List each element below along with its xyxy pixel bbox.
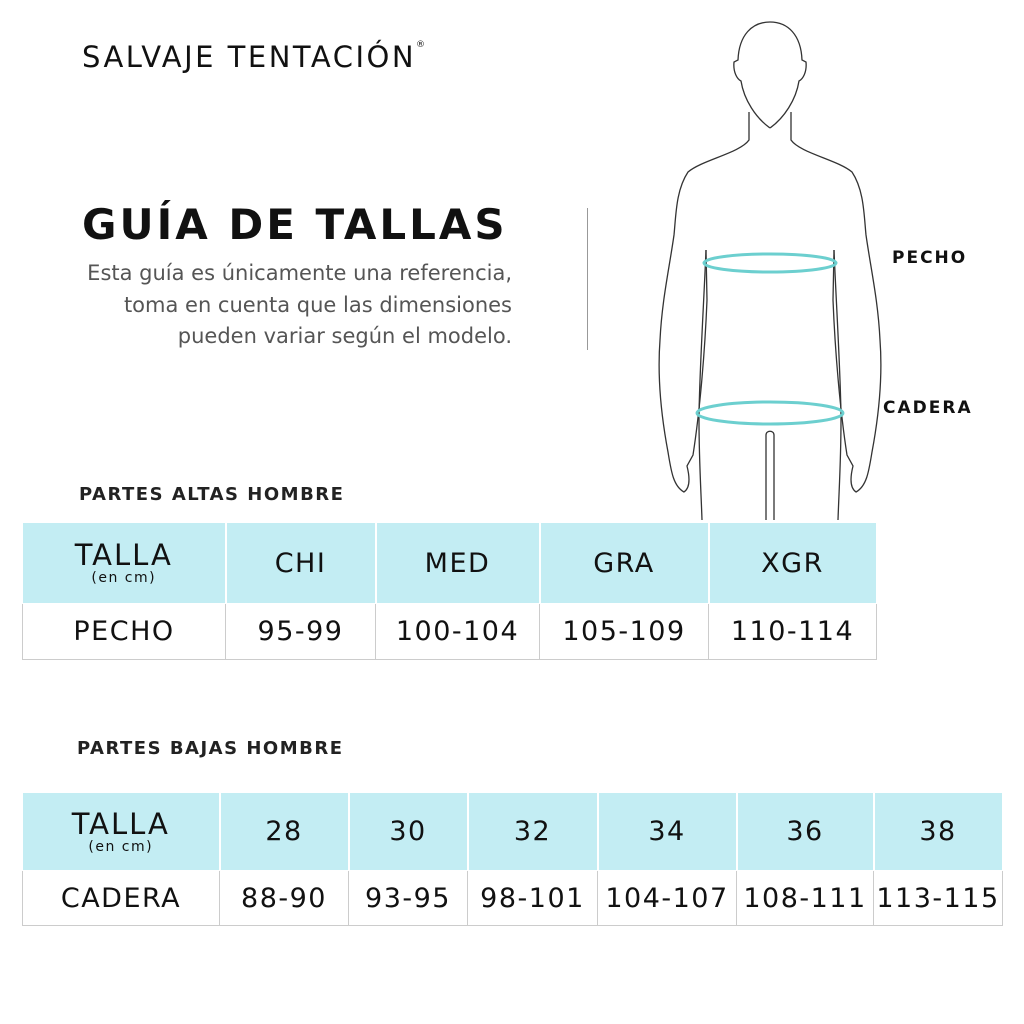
size-header: GRA xyxy=(539,522,710,604)
divider xyxy=(587,208,588,350)
size-header: CHI xyxy=(225,522,377,604)
table-row: CADERA 88-90 93-95 98-101 104-107 108-11… xyxy=(22,870,1003,926)
hip-measure-ring xyxy=(695,400,845,426)
brand-logo: SALVAJE TENTACIÓN® xyxy=(82,40,425,74)
talla-header: TALLA (en cm) xyxy=(22,792,221,871)
table-cell: 105-109 xyxy=(539,603,709,660)
table-cell: 95-99 xyxy=(225,603,376,660)
table-cell: 104-107 xyxy=(597,870,737,926)
table-header-row: TALLA (en cm) 28 30 32 34 36 38 xyxy=(22,792,1004,871)
talla-header: TALLA (en cm) xyxy=(22,522,227,604)
table-cell: 110-114 xyxy=(708,603,877,660)
table-cell: 100-104 xyxy=(375,603,540,660)
lower-section-title: PARTES BAJAS HOMBRE xyxy=(77,738,344,759)
size-header: XGR xyxy=(708,522,878,604)
upper-section-title: PARTES ALTAS HOMBRE xyxy=(79,484,345,505)
table-cell: 113-115 xyxy=(873,870,1003,926)
brand-name: SALVAJE TENTACIÓN xyxy=(82,40,417,74)
upper-size-table: TALLA (en cm) CHI MED GRA XGR PECHO 95-99… xyxy=(22,522,878,660)
chest-measure-ring xyxy=(702,252,838,274)
description: Esta guía es únicamente una referencia, … xyxy=(87,261,512,348)
body-figure-illustration xyxy=(658,21,882,521)
size-header: 36 xyxy=(736,792,875,871)
size-header: 30 xyxy=(348,792,469,871)
size-header: MED xyxy=(375,522,541,604)
size-header: 38 xyxy=(873,792,1004,871)
size-header: 34 xyxy=(597,792,738,871)
size-header: 32 xyxy=(467,792,599,871)
row-label: CADERA xyxy=(22,870,220,926)
chest-label: PECHO xyxy=(892,248,968,268)
page-title: GUÍA DE TALLAS xyxy=(82,200,508,249)
registered-mark: ® xyxy=(416,40,426,50)
size-header: 28 xyxy=(219,792,350,871)
hip-label: CADERA xyxy=(883,398,973,418)
table-cell: 98-101 xyxy=(467,870,598,926)
table-row: PECHO 95-99 100-104 105-109 110-114 xyxy=(22,603,877,660)
row-label: PECHO xyxy=(22,603,226,660)
table-header-row: TALLA (en cm) CHI MED GRA XGR xyxy=(22,522,878,604)
table-cell: 93-95 xyxy=(348,870,468,926)
table-cell: 88-90 xyxy=(219,870,349,926)
lower-size-table: TALLA (en cm) 28 30 32 34 36 38 CADERA 88… xyxy=(22,792,1004,926)
table-cell: 108-111 xyxy=(736,870,874,926)
